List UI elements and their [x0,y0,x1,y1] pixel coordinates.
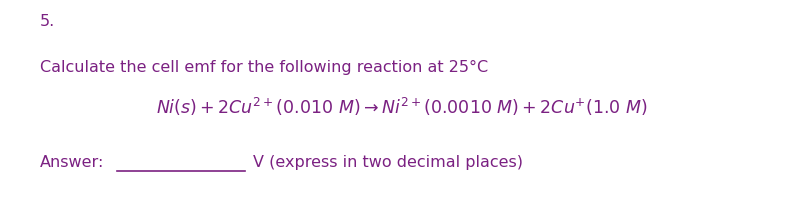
Text: 5.: 5. [40,14,55,29]
Text: $\it{Ni(s) + 2Cu^{2+}(0.010\ M) \rightarrow Ni^{2+}(0.0010\ M) + 2Cu^{+}(1.0\ M): $\it{Ni(s) + 2Cu^{2+}(0.010\ M) \rightar… [156,96,647,118]
Text: Answer:: Answer: [40,155,104,170]
Text: Calculate the cell emf for the following reaction at 25°C: Calculate the cell emf for the following… [40,60,487,75]
Text: V (express in two decimal places): V (express in two decimal places) [253,155,523,170]
